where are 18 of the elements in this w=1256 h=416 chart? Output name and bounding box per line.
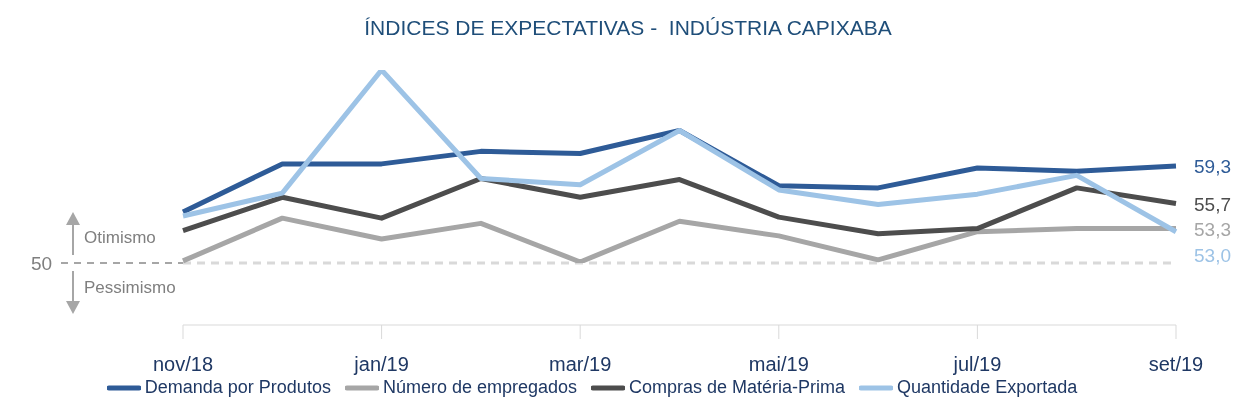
x-tick-label: jan/19 xyxy=(353,353,409,375)
ref-line-label: 50 xyxy=(31,253,53,274)
legend-label: Quantidade Exportada xyxy=(897,377,1078,398)
legend-label: Demanda por Produtos xyxy=(144,377,331,398)
data-label: 55,7 xyxy=(1194,193,1231,215)
legend-label: Número de empregados xyxy=(382,377,577,398)
data-label: 53,0 xyxy=(1194,244,1231,266)
text: Otimismo xyxy=(84,228,156,247)
x-tick-label: jul/19 xyxy=(952,353,1002,375)
x-tick-label: mai/19 xyxy=(748,353,809,375)
chart-title: ÍNDICES DE EXPECTATIVAS - INDÚSTRIA CAPIXABA xyxy=(363,15,893,41)
legend-label: Compras de Matéria-Prima xyxy=(629,377,846,398)
text: Pessimismo xyxy=(84,278,176,297)
x-tick-label: nov/18 xyxy=(152,353,214,375)
x-tick-label: set/19 xyxy=(1148,353,1204,375)
data-label: 53,3 xyxy=(1194,218,1231,240)
x-tick-label: mar/19 xyxy=(549,353,612,375)
data-label: 59,3 xyxy=(1194,155,1231,177)
